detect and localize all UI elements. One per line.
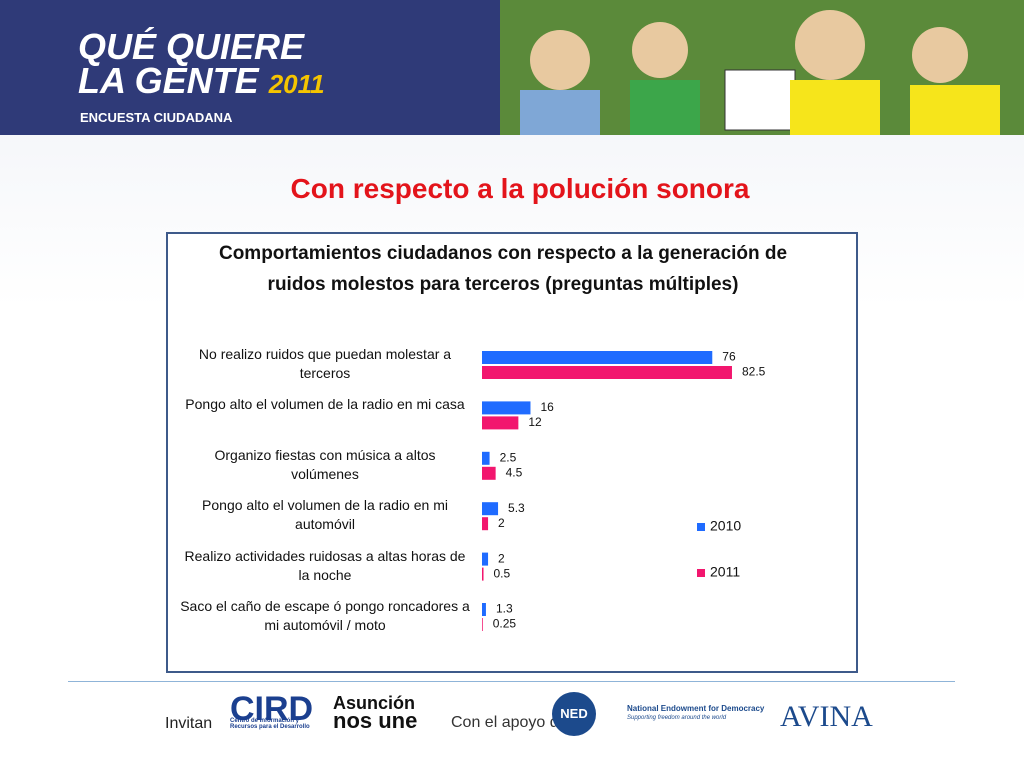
header-title-line2: LA GENTE 2011 (78, 63, 325, 101)
asuncion-text: Asunción (333, 693, 416, 713)
header-year: 2011 (268, 69, 325, 99)
bar (482, 451, 490, 465)
category-label: Pongo alto el volumen de la radio en mi … (202, 497, 448, 533)
footer-text: Invitan (165, 715, 213, 732)
bar (482, 401, 531, 415)
bar (482, 618, 483, 631)
value-label: 1.3 (496, 602, 513, 616)
bar (482, 552, 489, 566)
bar (482, 366, 732, 379)
value-label: 0.25 (493, 617, 517, 631)
bar (482, 502, 499, 516)
header-banner: QUÉ QUIERE LA GENTE 2011 ENCUESTA CIUDAD… (0, 0, 1024, 135)
bar (482, 567, 484, 581)
cird-logo: CIRD (230, 690, 314, 728)
bar (482, 603, 486, 616)
ned-sub: Supporting freedom around the world (627, 715, 727, 721)
bar (482, 466, 496, 480)
asuncion-logo: Asunción nos une (333, 693, 418, 733)
value-label: 12 (528, 415, 542, 429)
footer-text: Con el apoyo de (451, 714, 568, 731)
bar (482, 351, 713, 364)
chart-title: Comportamientos ciudadanos con respecto … (218, 243, 788, 295)
category-label: No realizo ruidos que puedan molestar a … (198, 346, 452, 381)
value-label: 2 (498, 516, 505, 530)
value-label: 2 (498, 551, 505, 565)
legend-label: 2010 (710, 518, 741, 534)
category-label: Pongo alto el volumen de la radio en mi … (185, 396, 465, 413)
avina-logo: AVINA (780, 700, 873, 733)
bar (482, 517, 489, 531)
category-label: Realizo actividades ruidosas a altas hor… (184, 547, 466, 583)
cartoon (500, 0, 1024, 135)
legend-marker (697, 523, 705, 531)
category-label: Organizo fiestas con música a altos volú… (214, 446, 436, 482)
value-label: 4.5 (506, 465, 523, 479)
value-label: 76 (722, 350, 736, 364)
ned-name: National Endowment for Democracy (627, 704, 765, 713)
category-label: Saco el caño de escape ó pongo roncadore… (180, 598, 470, 633)
asuncion-text: nos une (333, 708, 418, 733)
header-title-line: LA GENTE (78, 60, 259, 101)
header-title-line: QUÉ QUIERE (78, 26, 305, 67)
ned-logo: NED (552, 692, 596, 736)
footer-rule (68, 681, 955, 682)
value-label: 2.5 (500, 450, 517, 464)
chart-frame: Comportamientos ciudadanos con respecto … (166, 232, 858, 673)
slide-title: Con respecto a la polución sonora (290, 173, 750, 204)
cird-sub: Centro de Información y Recursos para el… (230, 718, 310, 730)
bar (482, 416, 519, 430)
header-subtitle: ENCUESTA CIUDADANA (80, 110, 233, 125)
header-title: QUÉ QUIERE LA GENTE 2011 (78, 26, 325, 101)
value-label: 0.5 (494, 566, 511, 580)
legend-label: 2011 (710, 564, 740, 580)
legend-marker (697, 569, 705, 577)
value-label: 82.5 (742, 365, 766, 379)
value-label: 16 (540, 400, 554, 414)
value-label: 5.3 (508, 501, 525, 515)
